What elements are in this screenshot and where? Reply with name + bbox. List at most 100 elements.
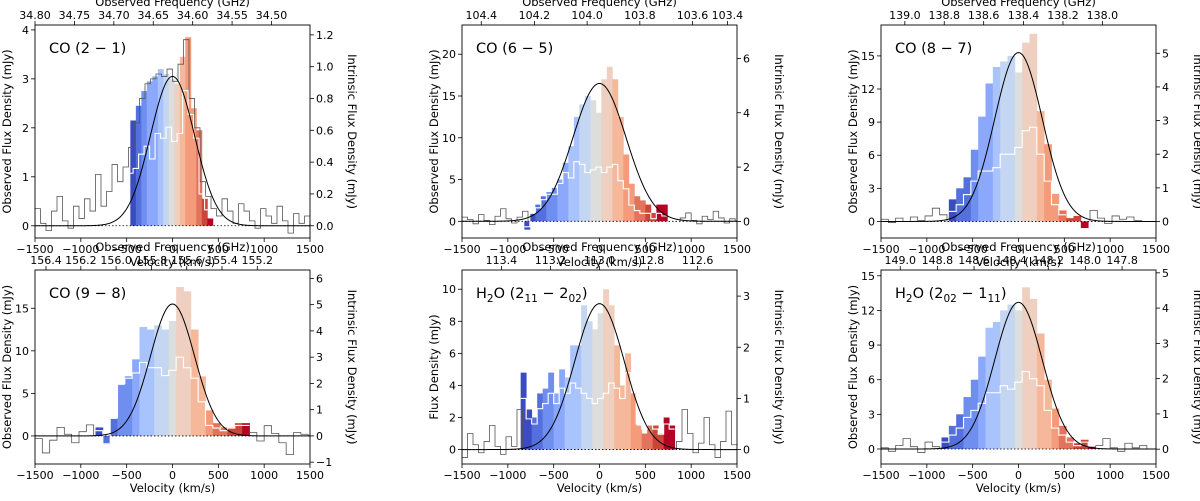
top-tick-label: 138.6 (968, 9, 1000, 22)
y-tick-label: 2 (449, 412, 456, 425)
spectrum-bar (535, 204, 542, 222)
spectrum-bar (992, 66, 1001, 222)
top-tick-label: 104.0 (571, 9, 603, 22)
spectrum-bar (526, 409, 533, 450)
spectrum-bar (183, 291, 192, 436)
y2-tick-label: 0.0 (316, 220, 334, 233)
spectrum-bar (201, 198, 208, 226)
y-axis-label: Observed Flux Density (mJy) (0, 285, 14, 449)
spectrum-bar (1000, 61, 1008, 222)
y2-tick-label: 3 (743, 290, 750, 303)
top-tick-label: 138.0 (1087, 9, 1119, 22)
y-tick-label: 0 (449, 444, 456, 457)
x-tick-label: 1500 (723, 469, 751, 482)
top-tick-label: 148.0 (1070, 254, 1102, 267)
spectrum-bar (176, 287, 184, 436)
observed-spectrum-step (881, 207, 1142, 225)
spectrum-bar (132, 359, 140, 436)
x-axis-label: Velocity (km/s) (557, 481, 642, 495)
spectrum-bar (190, 329, 199, 436)
top-axis-label: Observed Frequency (GHz) (522, 240, 677, 254)
y-tick-label: 15 (861, 270, 875, 283)
panel-title: CO (8 − 7) (895, 41, 972, 57)
spectrum-bar (154, 325, 162, 436)
y2-tick-label: 4 (1162, 302, 1169, 315)
spectrum-bar (590, 100, 597, 222)
spectrum-bar (570, 345, 577, 450)
title-part: O (2 (913, 286, 944, 302)
spectrum-bar (941, 437, 950, 449)
y-tick-label: 3 (22, 73, 29, 86)
x-tick-label: −500 (112, 243, 142, 256)
title-part: 2 (906, 293, 913, 305)
spectrum-bar (614, 345, 621, 450)
top-tick-label: 147.8 (1106, 254, 1138, 267)
top-tick-label: 113.2 (535, 254, 567, 267)
y2-tick-label: 0.2 (316, 188, 334, 201)
spectrum-bar (1022, 42, 1030, 222)
top-tick-label: 34.60 (177, 9, 209, 22)
title-part: 11 (525, 293, 538, 305)
spectrum-bar (669, 425, 676, 450)
x-tick-label: 1000 (1096, 243, 1124, 256)
y2-axis-label: Intrinsic Flux Density (mJy) (345, 290, 359, 445)
spectrum-bar (630, 393, 637, 450)
spectrum-bar (1058, 425, 1067, 449)
spectrum-bar (606, 66, 613, 222)
spectrum-bar (227, 427, 236, 436)
spectrum-bar (575, 345, 582, 450)
y2-tick-label: 0 (1162, 216, 1169, 229)
y-tick-label: 6 (449, 347, 456, 360)
spectrum-bar (1080, 221, 1089, 229)
spectrum-bar (1066, 218, 1074, 222)
y2-tick-label: 4 (743, 107, 750, 120)
spectrum-bar (573, 116, 580, 222)
gaussian-fit-line (35, 75, 310, 227)
spectrum-bar (619, 385, 626, 450)
y-tick-label: 1 (22, 171, 29, 184)
y-tick-label: 5 (449, 174, 456, 187)
spectrum-bar (625, 353, 632, 450)
y2-tick-label: 3 (1162, 115, 1169, 128)
plot-area (881, 287, 1156, 453)
spectrum-bar (623, 154, 630, 222)
spectrum-bar (661, 204, 668, 222)
spectrum-bar (956, 414, 964, 449)
top-tick-label: 113.0 (584, 254, 616, 267)
spectrum-bar (557, 179, 564, 222)
x-tick-label: −1500 (862, 469, 899, 482)
spectrum-bar (520, 372, 527, 450)
x-tick-label: 1000 (1096, 469, 1124, 482)
spectrum-bar (617, 116, 624, 222)
spectrum-bar (1051, 408, 1060, 449)
x-tick-label: 1500 (296, 243, 324, 256)
top-tick-label: 156.0 (100, 254, 132, 267)
y2-axis-label: Intrinsic Flux Density (mJy) (1191, 290, 1200, 445)
top-tick-label: 34.75 (59, 9, 91, 22)
panel-title: CO (9 − 8) (49, 286, 126, 302)
top-tick-label: 103.6 (677, 9, 709, 22)
y2-tick-label: 0.8 (316, 92, 334, 105)
top-axis-label: Observed Frequency (GHz) (95, 240, 250, 254)
y-tick-label: 5 (22, 387, 29, 400)
y2-axis-label: Intrinsic Flux Density (mJy) (345, 54, 359, 209)
top-tick-label: 34.65 (138, 9, 170, 22)
spectrum-bar (185, 37, 192, 226)
title-part: 02 (568, 293, 581, 305)
y2-tick-label: 1 (1162, 182, 1169, 195)
spectrum-bar (963, 177, 972, 222)
spectrum-bar (564, 377, 571, 450)
top-tick-label: 148.2 (1033, 254, 1065, 267)
spectrum-bar (634, 196, 641, 222)
y-tick-label: 20 (442, 48, 456, 61)
x-tick-label: 1000 (250, 469, 278, 482)
top-tick-label: 34.50 (256, 9, 288, 22)
title-part: H (895, 286, 906, 302)
x-tick-label: 0 (169, 469, 176, 482)
gaussian-fit-line (35, 303, 310, 437)
spectrum-bar (124, 376, 133, 436)
y-tick-label: 10 (442, 132, 456, 145)
x-tick-label: −1000 (489, 469, 526, 482)
